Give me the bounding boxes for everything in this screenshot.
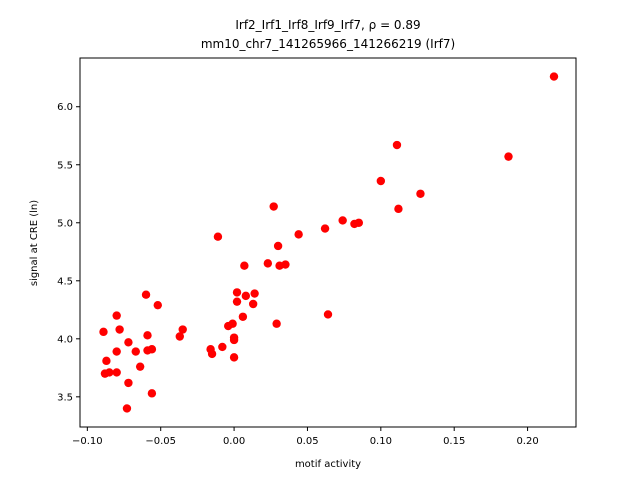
plot-frame (79, 57, 577, 428)
data-point (112, 311, 121, 320)
data-point (323, 310, 333, 319)
y-tick-label: 6.0 (57, 102, 73, 113)
data-point (131, 347, 140, 356)
data-point (153, 300, 162, 310)
data-point (124, 338, 133, 347)
data-point (269, 202, 278, 211)
data-point (229, 353, 239, 362)
y-tick-label: 5.5 (57, 160, 73, 171)
data-point (147, 389, 157, 398)
data-point (392, 140, 402, 150)
y-axis: 3.5 4.0 4.5 5.0 5.5 6.0 (57, 102, 80, 403)
x-tick-label: 0.05 (296, 436, 318, 447)
x-tick-label: 0.00 (223, 436, 245, 447)
chart-title-line1: Irf2_Irf1_Irf8_Irf9_Irf7, ρ = 0.89 (235, 18, 420, 32)
data-point (241, 291, 251, 301)
data-point (248, 299, 258, 309)
data-point (115, 325, 124, 334)
data-point (294, 230, 303, 239)
data-point (124, 378, 133, 388)
data-point (102, 356, 111, 366)
plot-area (99, 72, 559, 413)
y-axis-label: signal at CRE (ln) (29, 200, 40, 286)
x-tick-label: 0.20 (516, 436, 538, 447)
data-point (354, 218, 364, 227)
y-tick-label: 3.5 (57, 392, 73, 403)
y-tick-label: 5.0 (57, 218, 73, 229)
data-point (213, 232, 223, 241)
x-tick-label: −0.05 (145, 436, 176, 447)
data-point (224, 321, 233, 331)
data-point (232, 297, 242, 306)
data-point (207, 349, 217, 359)
x-axis-label: motif activity (295, 459, 361, 470)
data-point (273, 241, 283, 251)
data-point (320, 224, 330, 233)
data-point (141, 290, 151, 299)
data-point (122, 404, 132, 413)
data-point (112, 347, 121, 356)
y-tick-label: 4.5 (57, 276, 73, 287)
y-tick-label: 4.0 (57, 334, 73, 345)
data-point (250, 289, 259, 298)
data-point (112, 368, 121, 377)
data-point (376, 176, 386, 186)
x-tick-label: −0.10 (72, 436, 103, 447)
chart-title-line2: mm10_chr7_141265966_141266219 (Irf7) (201, 37, 455, 51)
data-point (232, 288, 242, 297)
x-tick-label: 0.15 (443, 436, 465, 447)
data-point (238, 312, 248, 321)
data-point (394, 204, 403, 214)
data-point (229, 335, 239, 345)
data-point (263, 259, 273, 268)
data-point (135, 362, 145, 371)
data-point (143, 346, 152, 355)
data-point (100, 369, 110, 378)
data-point (175, 332, 184, 341)
data-point (272, 319, 281, 328)
data-point (143, 331, 152, 340)
data-point (549, 72, 559, 81)
x-axis: −0.10 −0.05 0.00 0.05 0.10 0.15 0.20 (72, 427, 539, 447)
data-point (240, 261, 249, 270)
data-point (178, 325, 187, 334)
data-point (416, 189, 425, 198)
data-point (218, 342, 227, 352)
data-point (504, 152, 513, 161)
data-point (338, 216, 347, 225)
x-tick-label: 0.10 (370, 436, 392, 447)
data-point (281, 260, 290, 269)
data-point (99, 327, 108, 337)
